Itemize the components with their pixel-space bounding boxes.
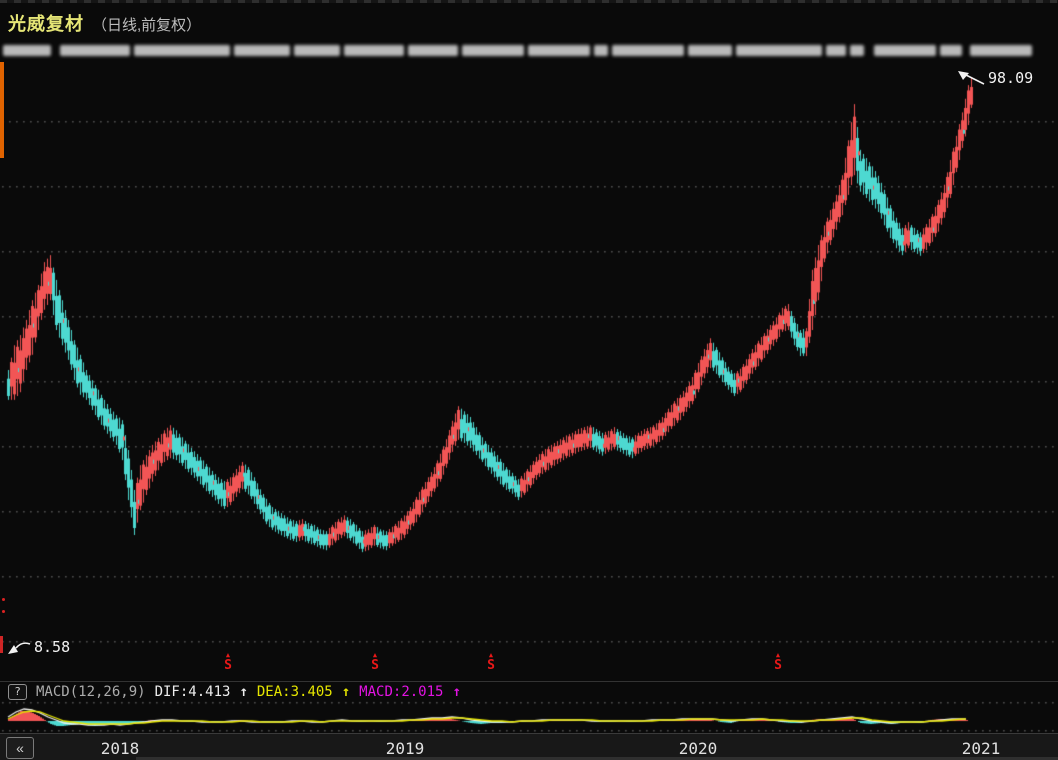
left-edge-range-marker: [0, 62, 4, 158]
rewind-button[interactable]: «: [6, 737, 34, 759]
redacted-text-block: [294, 45, 340, 56]
year-axis-label: 2018: [100, 739, 140, 758]
year-axis-label: 2019: [385, 739, 425, 758]
chart-mode-label: （日线,前复权）: [92, 17, 202, 34]
macd-indicator-row: ? MACD(12,26,9) DIF:4.413 ↑ DEA:3.405 ↑ …: [8, 683, 461, 700]
time-axis-bar: « 2018 2019 2020 2021: [0, 733, 1058, 760]
redacted-news-markers: [0, 44, 1058, 58]
redacted-text-block: [826, 45, 846, 56]
sell-letter: S: [371, 658, 379, 673]
dif-up-arrow-icon: ↑: [239, 683, 248, 700]
macd-up-arrow-icon: ↑: [452, 683, 461, 700]
macd-params-label: MACD(12,26,9): [36, 683, 146, 700]
redacted-text-block: [688, 45, 732, 56]
sell-triangle-icon: ▲: [775, 651, 781, 659]
redacted-text-block: [970, 45, 1032, 56]
sell-signal-marker: ▲ S: [367, 651, 383, 673]
redacted-text-block: [408, 45, 458, 56]
low-price-edge-tick: [0, 636, 3, 653]
year-axis-label: 2021: [961, 739, 1001, 758]
sell-letter: S: [224, 658, 232, 673]
low-price-value: 8.58: [34, 638, 71, 656]
dif-value-label: DIF:4.413: [154, 683, 231, 700]
arrow-to-high-icon: [958, 71, 985, 85]
redacted-text-block: [594, 45, 608, 56]
arrow-to-low-icon: [8, 642, 31, 654]
redacted-text-block: [612, 45, 684, 56]
dea-value-label: DEA:3.405: [256, 683, 333, 700]
sell-triangle-icon: ▲: [372, 651, 378, 659]
year-axis-label: 2020: [678, 739, 718, 758]
redacted-text-block: [60, 45, 130, 56]
redacted-text-block: [344, 45, 404, 56]
high-price-annotation: 98.09: [956, 68, 1033, 88]
indicator-separator: [0, 681, 1058, 682]
sell-signal-marker: ▲ S: [483, 651, 499, 673]
sell-signal-marker: ▲ S: [220, 651, 236, 673]
sell-triangle-icon: ▲: [225, 651, 231, 659]
redacted-text-block: [736, 45, 822, 56]
low-price-annotation: 8.58: [6, 638, 70, 656]
redacted-text-block: [850, 45, 864, 56]
macd-value-label: MACD:2.015: [359, 683, 444, 700]
sell-letter: S: [774, 658, 782, 673]
sell-triangle-icon: ▲: [488, 651, 494, 659]
high-price-value: 98.09: [988, 69, 1034, 87]
left-edge-dot: [2, 598, 5, 601]
scrollbar-thumb[interactable]: [136, 757, 1058, 760]
dea-up-arrow-icon: ↑: [341, 683, 351, 700]
help-button[interactable]: ?: [8, 683, 27, 700]
redacted-text-block: [462, 45, 524, 56]
sell-signal-marker: ▲ S: [770, 651, 786, 673]
sell-letter: S: [487, 658, 495, 673]
redacted-text-block: [874, 45, 936, 56]
redacted-text-block: [940, 45, 962, 56]
chart-header: 光威复材 （日线,前复权）: [8, 10, 201, 36]
redacted-text-block: [234, 45, 290, 56]
redacted-text-block: [3, 45, 51, 56]
left-edge-dot: [2, 610, 5, 613]
stock-name-label: 光威复材: [8, 14, 84, 34]
redacted-text-block: [134, 45, 230, 56]
redacted-text-block: [528, 45, 590, 56]
